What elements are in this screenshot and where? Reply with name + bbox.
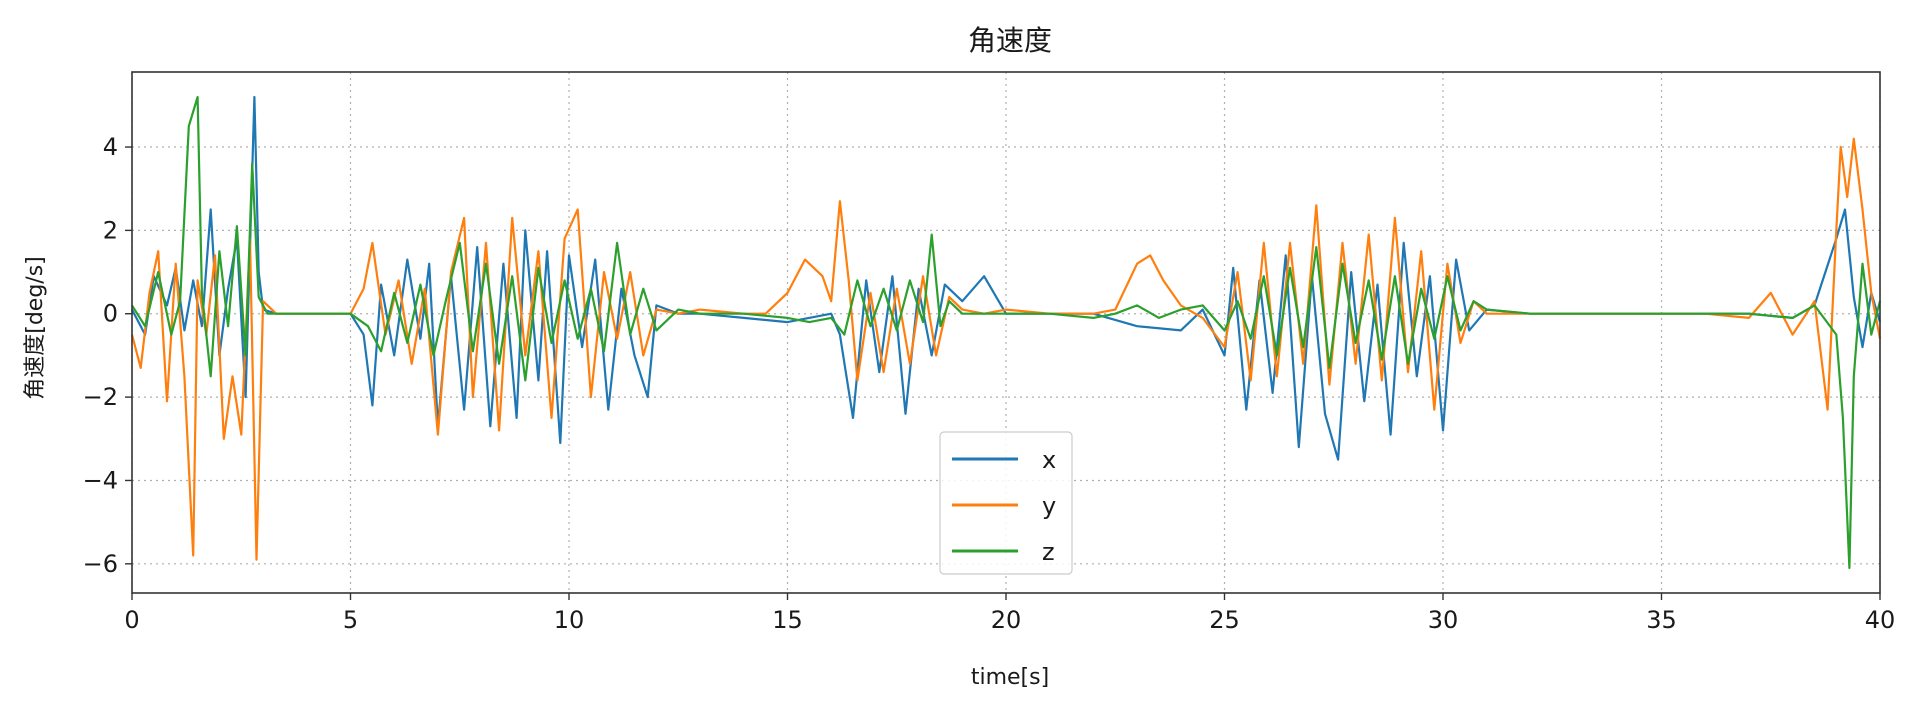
x-tick-label: 20: [991, 606, 1022, 634]
legend-label-x: x: [1042, 446, 1056, 474]
chart-title: 角速度: [968, 24, 1052, 57]
x-tick-label: 30: [1428, 606, 1459, 634]
x-tick-label: 0: [124, 606, 139, 634]
y-tick-label: 4: [103, 133, 118, 161]
y-tick-label: −2: [83, 383, 118, 411]
legend: xyz: [939, 431, 1073, 575]
x-axis: 0 5 10 15 20 25 30 35 40: [124, 593, 1895, 634]
x-tick-label: 25: [1209, 606, 1240, 634]
x-tick-label: 10: [554, 606, 585, 634]
y-tick-label: 2: [103, 216, 118, 244]
x-tick-label: 35: [1646, 606, 1677, 634]
legend-label-y: y: [1042, 492, 1056, 520]
legend-label-z: z: [1042, 538, 1055, 566]
legend-box: [939, 431, 1073, 575]
y-axis: −6 −4 −2 0 2 4: [83, 133, 132, 578]
y-axis-title: 角速度[deg/s]: [23, 256, 48, 400]
series-line-z: [131, 95, 1882, 570]
y-tick-label: 0: [103, 300, 118, 328]
x-tick-label: 5: [343, 606, 358, 634]
x-axis-title: time[s]: [971, 665, 1049, 690]
x-tick-label: 40: [1865, 606, 1896, 634]
series-layer: [130, 95, 1882, 570]
y-tick-label: −4: [83, 466, 118, 494]
y-tick-label: −6: [83, 550, 118, 578]
x-tick-label: 15: [772, 606, 803, 634]
